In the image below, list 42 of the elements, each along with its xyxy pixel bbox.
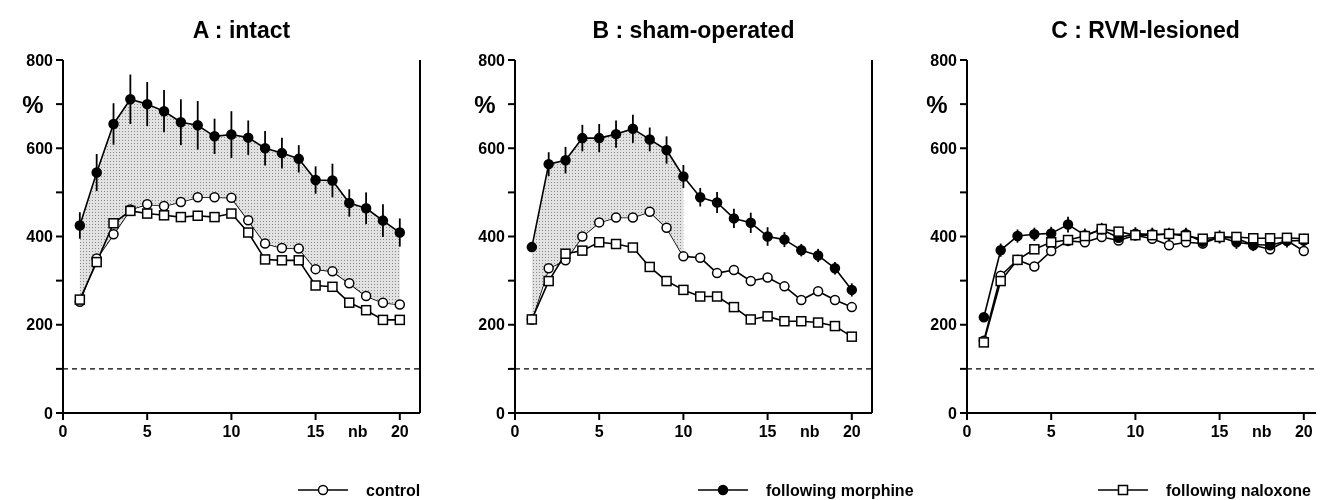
x-tick-label: 0 [510, 423, 520, 440]
y-tick-label: 400 [26, 228, 54, 246]
y-tick-label: 800 [478, 51, 506, 69]
legend-label: following naloxone [1166, 481, 1311, 499]
y-axis-title: % [474, 90, 496, 118]
y-tick-label: 800 [26, 51, 54, 69]
y-tick-label: 0 [948, 404, 958, 422]
chart-title: A : intact [192, 17, 291, 43]
x-tick-label: 10 [1126, 423, 1145, 440]
x-tick-label: 0 [962, 423, 972, 440]
y-tick-label: 600 [930, 139, 958, 157]
x-tick-label: 15 [306, 423, 325, 440]
y-tick-label: 0 [44, 404, 54, 422]
y-tick-label: 800 [930, 51, 958, 69]
chart-title: C : RVM-lesioned [1051, 17, 1240, 43]
y-axis-title: % [22, 90, 44, 118]
chart-title: B : sham-operated [592, 17, 795, 43]
x-tick-label: 5 [594, 423, 604, 440]
x-tick-label: 5 [1046, 423, 1056, 440]
x-tick-label: 5 [142, 423, 152, 440]
x-tick-label: 15 [1210, 423, 1229, 440]
y-tick-label: 200 [26, 316, 54, 334]
x-tick-label: 15 [758, 423, 777, 440]
legend-label: following morphine [766, 481, 914, 499]
y-tick-label: 400 [478, 228, 506, 246]
x-axis-title: nb [1251, 423, 1272, 440]
y-tick-label: 0 [496, 404, 506, 422]
y-tick-label: 200 [930, 316, 958, 334]
x-tick-label: 10 [674, 423, 693, 440]
y-tick-label: 400 [930, 228, 958, 246]
x-tick-label: 20 [390, 423, 409, 440]
y-tick-label: 200 [478, 316, 506, 334]
legend-label: control [366, 481, 421, 499]
x-tick-label: 0 [58, 423, 68, 440]
y-axis-title: % [926, 90, 948, 118]
x-tick-label: 20 [842, 423, 861, 440]
x-tick-label: 10 [222, 423, 241, 440]
x-tick-label: 20 [1294, 423, 1313, 440]
y-tick-label: 600 [26, 139, 54, 157]
x-axis-title: nb [799, 423, 820, 440]
x-axis-title: nb [347, 423, 368, 440]
y-tick-label: 600 [478, 139, 506, 157]
